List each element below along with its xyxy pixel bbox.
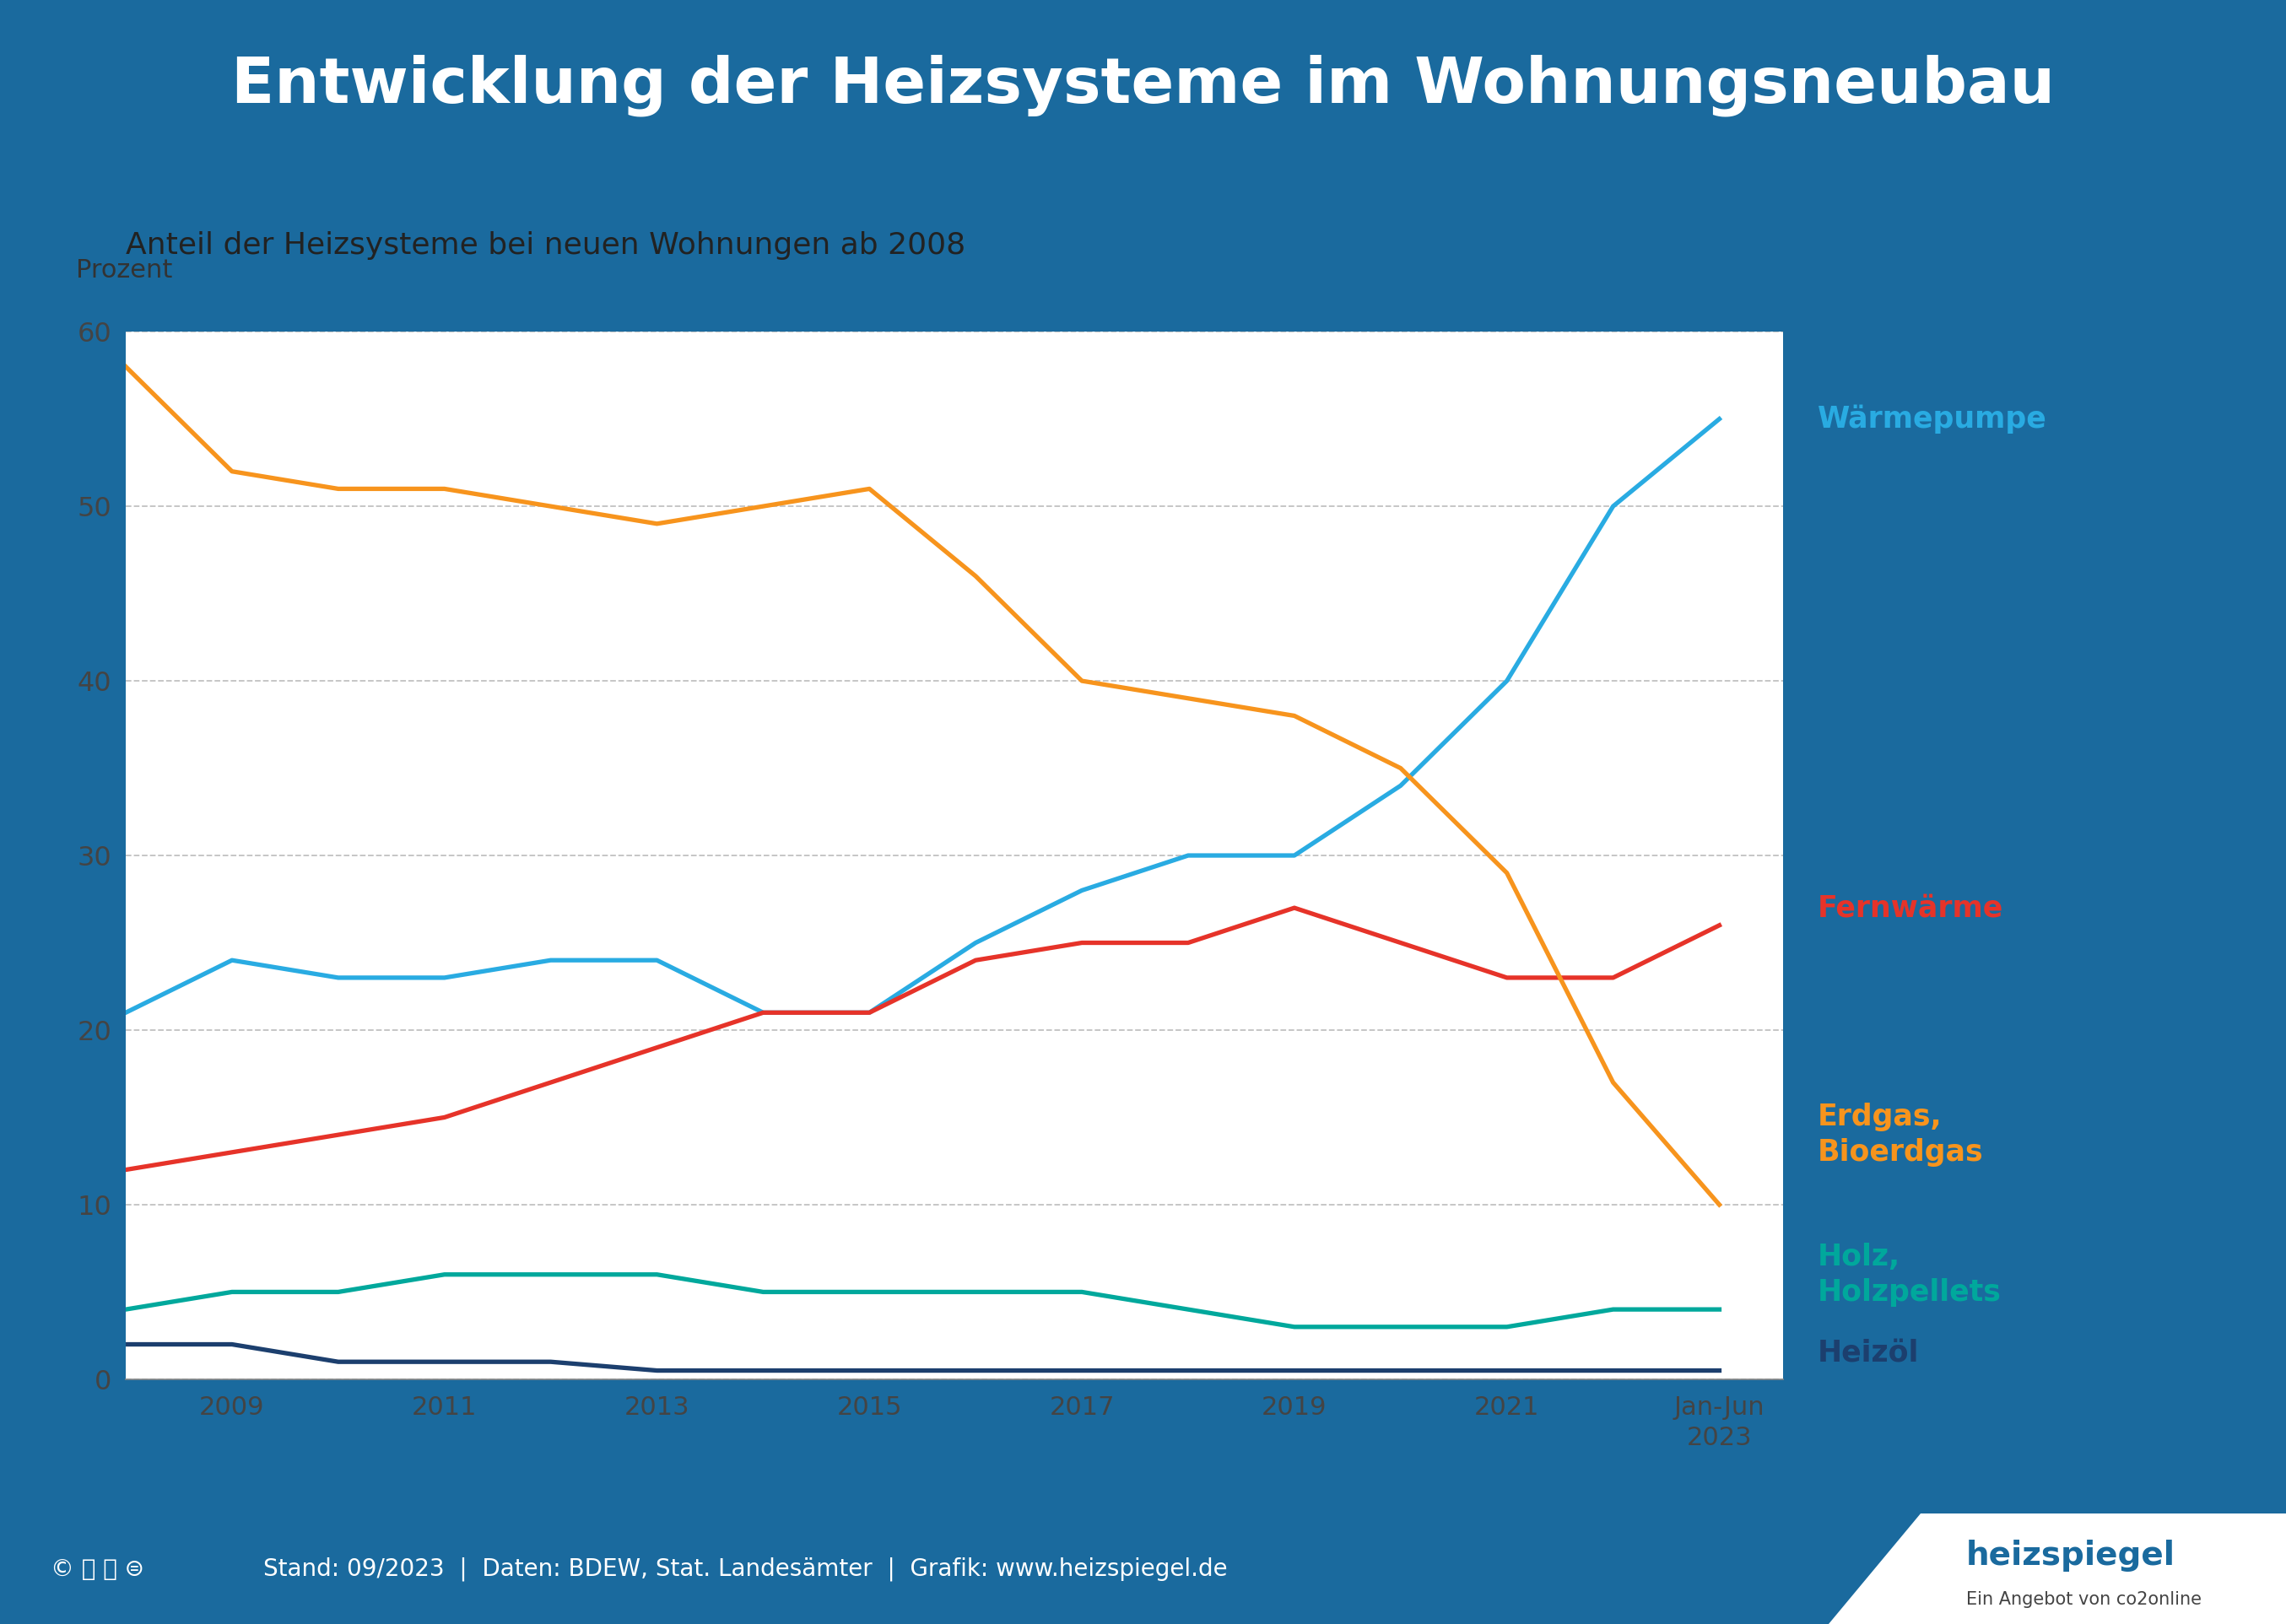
Text: heizspiegel: heizspiegel [1966, 1540, 2176, 1572]
Text: Stand: 09/2023  |  Daten: BDEW, Stat. Landesämter  |  Grafik: www.heizspiegel.de: Stand: 09/2023 | Daten: BDEW, Stat. Land… [263, 1557, 1228, 1580]
Text: Erdgas,
Bioerdgas: Erdgas, Bioerdgas [1817, 1103, 1984, 1168]
Text: Entwicklung der Heizsysteme im Wohnungsneubau: Entwicklung der Heizsysteme im Wohnungsn… [231, 54, 2055, 117]
Text: Wärmepumpe: Wärmepumpe [1817, 404, 2046, 434]
Text: Heizöl: Heizöl [1817, 1338, 1918, 1367]
Text: Ein Angebot von co2online: Ein Angebot von co2online [1966, 1592, 2201, 1608]
Text: Prozent: Prozent [75, 258, 171, 283]
Polygon shape [1829, 1514, 2286, 1624]
Text: Ein Angebot von co2online: Ein Angebot von co2online [1966, 1592, 2201, 1608]
Text: Anteil der Heizsysteme bei neuen Wohnungen ab 2008: Anteil der Heizsysteme bei neuen Wohnung… [126, 231, 965, 260]
Text: © Ⓐ Ⓒ ⊜: © Ⓐ Ⓒ ⊜ [50, 1557, 144, 1580]
Text: Fernwärme: Fernwärme [1817, 893, 2003, 922]
Text: Holz,
Holzpellets: Holz, Holzpellets [1817, 1242, 2000, 1307]
Text: heizspiegel: heizspiegel [1966, 1540, 2176, 1572]
